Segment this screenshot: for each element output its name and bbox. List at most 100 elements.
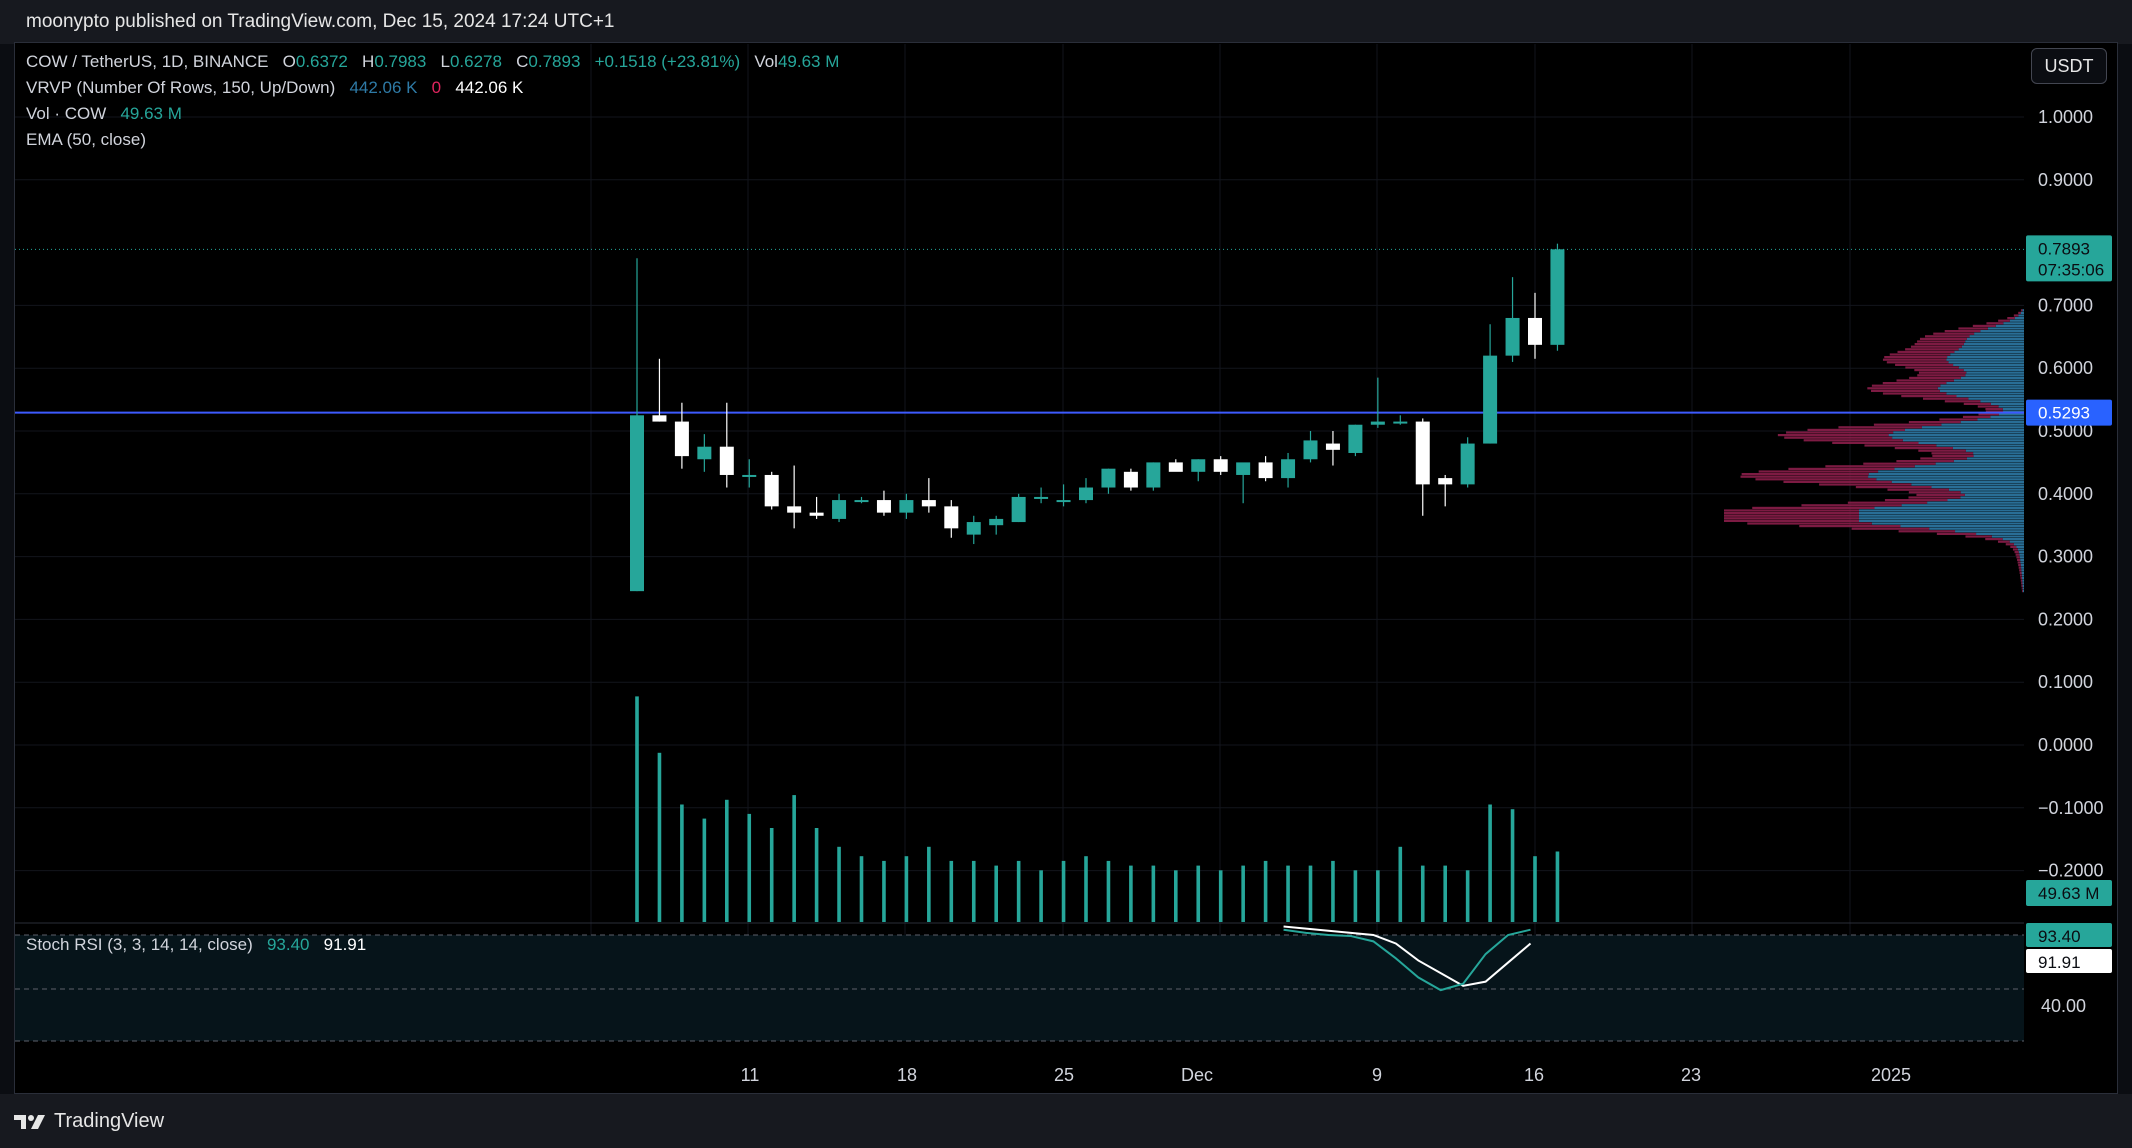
- legend-ema[interactable]: EMA (50, close): [26, 129, 146, 151]
- vrvp-down-row: [1918, 371, 1967, 374]
- candle-body[interactable]: [1325, 443, 1340, 450]
- vrvp-up-row: [2017, 548, 2024, 551]
- candle-body[interactable]: [1281, 459, 1296, 479]
- candle-body[interactable]: [1011, 496, 1026, 523]
- legend-symbol: COW / TetherUS, 1D, BINANCE: [26, 52, 269, 71]
- legend-low-value: 0.6278: [449, 52, 502, 71]
- volume-bar: [635, 696, 639, 922]
- candle-body[interactable]: [1101, 468, 1116, 488]
- time-axis-label: 9: [1372, 1065, 1382, 1085]
- candle-body[interactable]: [674, 421, 689, 457]
- tradingview-brand[interactable]: TradingView: [14, 1110, 164, 1133]
- candle-body[interactable]: [809, 512, 824, 516]
- vrvp-down-row: [1936, 532, 1977, 535]
- vrvp-up-row: [1876, 478, 2024, 481]
- candle-body[interactable]: [719, 446, 734, 475]
- volume-bar: [1308, 865, 1313, 922]
- vrvp-down-row: [1998, 319, 2010, 322]
- candle-body[interactable]: [921, 500, 936, 507]
- candle-body[interactable]: [742, 474, 757, 477]
- currency-button[interactable]: USDT: [2031, 48, 2107, 84]
- candle-body[interactable]: [989, 518, 1004, 526]
- legend-stoch[interactable]: Stoch RSI (3, 3, 14, 14, close) 93.40 91…: [26, 934, 366, 956]
- vrvp-up-row: [1966, 457, 2024, 460]
- vrvp-up-row: [1954, 350, 2024, 353]
- vrvp-up-row: [1936, 444, 2024, 447]
- vrvp-up-row: [2022, 577, 2024, 580]
- vrvp-up-row: [1894, 467, 2024, 470]
- volume-bar: [1016, 860, 1021, 922]
- time-axis-label: 11: [741, 1065, 760, 1085]
- vrvp-down-row: [1985, 538, 2003, 541]
- vrvp-down-row: [1925, 335, 1970, 338]
- candle-body[interactable]: [1550, 249, 1565, 345]
- vrvp-down-row: [1724, 512, 1859, 515]
- candle-body[interactable]: [1056, 500, 1071, 503]
- candle-body[interactable]: [832, 500, 847, 519]
- time-axis-label: 23: [1681, 1065, 1701, 1085]
- candle-body[interactable]: [899, 500, 914, 513]
- candle-body[interactable]: [1079, 487, 1093, 501]
- vrvp-down-row: [1958, 327, 1988, 330]
- candle-body[interactable]: [966, 522, 981, 535]
- price-axis-tick: −0.1000: [2038, 798, 2104, 818]
- candle-body[interactable]: [876, 500, 891, 513]
- legend-volume[interactable]: Vol · COW 49.63 M: [26, 103, 182, 125]
- candle-body[interactable]: [1460, 443, 1475, 485]
- vrvp-down-row: [1825, 465, 1915, 468]
- legend-close-value: 0.7893: [528, 52, 581, 71]
- legend-open-label: O: [282, 52, 296, 71]
- candle-body[interactable]: [1236, 462, 1251, 475]
- vrvp-up-row: [1960, 496, 2024, 499]
- candle-body[interactable]: [1258, 462, 1273, 479]
- candle-body[interactable]: [1191, 459, 1206, 472]
- stoch-label: Stoch RSI (3, 3, 14, 14, close): [26, 935, 253, 954]
- vrvp-up-row: [1911, 483, 2024, 486]
- vrvp-up-row: [1991, 535, 2024, 538]
- vrvp-up-row: [1888, 434, 2024, 437]
- candle-body[interactable]: [1438, 478, 1453, 485]
- vrvp-down-row: [1832, 441, 1919, 444]
- candle-body[interactable]: [652, 415, 667, 422]
- stoch-d-value: 91.91: [323, 935, 367, 954]
- candle-body[interactable]: [1213, 459, 1228, 472]
- vrvp-down-row: [1917, 374, 1966, 377]
- vrvp-down-row: [1784, 436, 1893, 439]
- chart-frame[interactable]: [14, 42, 2118, 1094]
- candle-body[interactable]: [1146, 462, 1161, 488]
- candle-body[interactable]: [1528, 317, 1542, 345]
- candle-body[interactable]: [697, 446, 712, 460]
- candle-body[interactable]: [1303, 440, 1318, 460]
- vrvp-up-row: [2021, 569, 2024, 572]
- price-axis-tick: 0.0000: [2038, 735, 2093, 755]
- candle-body[interactable]: [944, 506, 959, 529]
- candle-body[interactable]: [1370, 421, 1385, 425]
- candle-body[interactable]: [764, 474, 779, 507]
- vrvp-down-row: [1914, 369, 1964, 372]
- vrvp-up-row: [2019, 553, 2024, 556]
- candle-body[interactable]: [1483, 355, 1498, 444]
- volume-bar: [725, 799, 729, 922]
- vrvp-up-row: [1973, 452, 2024, 455]
- volume-bar: [882, 860, 886, 922]
- candle-body[interactable]: [854, 500, 869, 503]
- candle-body[interactable]: [1123, 471, 1138, 488]
- legend-change: +0.1518 (+23.81%): [594, 52, 741, 71]
- candle-body[interactable]: [1393, 421, 1408, 424]
- candle-body[interactable]: [1505, 317, 1520, 356]
- vrvp-up-row: [1990, 402, 2024, 405]
- volume-bar: [657, 752, 662, 922]
- volume-bar: [1129, 865, 1133, 922]
- vrvp-down-row: [1962, 415, 1991, 418]
- candle-body[interactable]: [630, 415, 644, 592]
- candle-body[interactable]: [787, 506, 802, 513]
- volume-bar: [837, 846, 841, 922]
- candle-body[interactable]: [1348, 424, 1363, 453]
- legend-vrvp[interactable]: VRVP (Number Of Rows, 150, Up/Down) 442.…: [26, 77, 523, 99]
- vrvp-up-row: [2009, 319, 2024, 322]
- candle-body[interactable]: [1168, 462, 1183, 472]
- candle-body[interactable]: [1034, 496, 1049, 499]
- candle-body[interactable]: [1415, 421, 1430, 485]
- vrvp-down-row: [1909, 376, 1961, 379]
